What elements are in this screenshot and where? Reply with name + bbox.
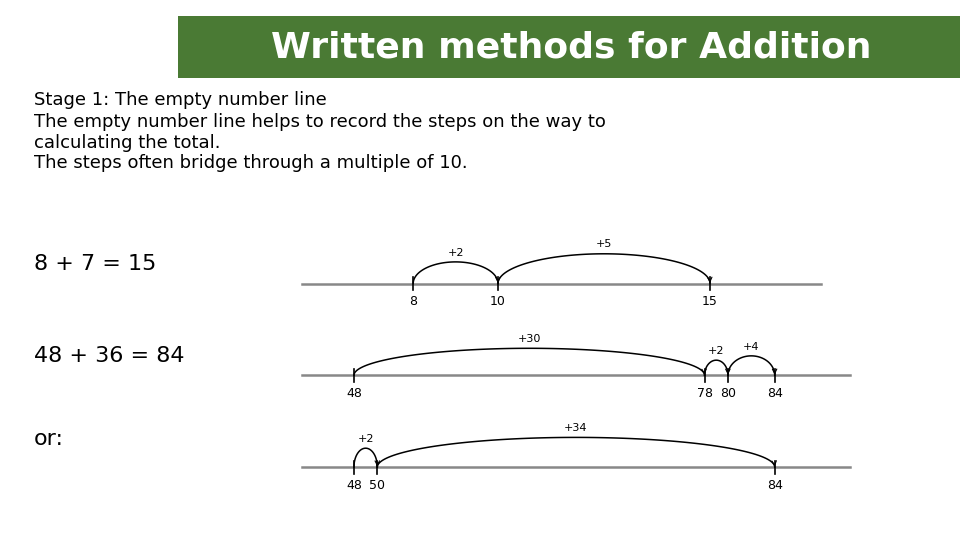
Text: Stage 1: The empty number line: Stage 1: The empty number line bbox=[34, 91, 326, 109]
Text: 8 + 7 = 15: 8 + 7 = 15 bbox=[34, 254, 156, 274]
Text: 80: 80 bbox=[720, 387, 736, 400]
Text: Written methods for Addition: Written methods for Addition bbox=[271, 30, 872, 64]
Text: +2: +2 bbox=[708, 346, 725, 356]
Text: +34: +34 bbox=[564, 423, 588, 433]
Text: 48 + 36 = 84: 48 + 36 = 84 bbox=[34, 346, 184, 366]
Text: +5: +5 bbox=[596, 239, 612, 249]
Text: 8: 8 bbox=[409, 295, 418, 308]
Text: or:: or: bbox=[34, 429, 63, 449]
Text: 15: 15 bbox=[702, 295, 718, 308]
Text: 84: 84 bbox=[767, 479, 782, 492]
Text: 48: 48 bbox=[346, 387, 362, 400]
Text: 48: 48 bbox=[346, 479, 362, 492]
Text: 78: 78 bbox=[697, 387, 712, 400]
Text: +4: +4 bbox=[743, 341, 759, 352]
Text: 10: 10 bbox=[490, 295, 506, 308]
Text: The empty number line helps to record the steps on the way to
calculating the to: The empty number line helps to record th… bbox=[34, 113, 606, 152]
Text: The steps often bridge through a multiple of 10.: The steps often bridge through a multipl… bbox=[34, 154, 468, 172]
Text: +2: +2 bbox=[447, 247, 464, 258]
Bar bbox=[178, 16, 960, 78]
Text: +2: +2 bbox=[357, 434, 373, 444]
Text: 50: 50 bbox=[370, 479, 385, 492]
Text: 84: 84 bbox=[767, 387, 782, 400]
Text: +30: +30 bbox=[517, 334, 540, 344]
